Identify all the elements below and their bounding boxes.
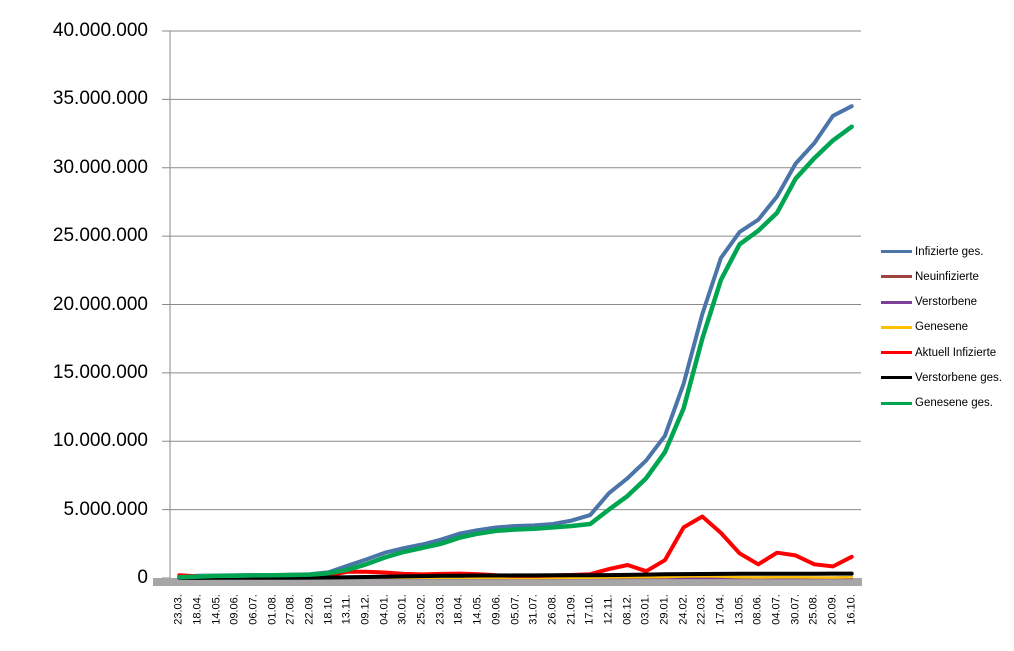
legend-line-swatch (881, 376, 912, 380)
y-axis-label: 5.000.000 (63, 498, 148, 520)
x-axis-label: 18.04. (191, 594, 204, 625)
y-axis-label: 15.000.000 (52, 361, 148, 383)
x-axis-label: 23.03. (434, 594, 447, 625)
legend-line-swatch (881, 401, 912, 405)
x-axis-label: 04.01. (378, 594, 391, 625)
legend-line-swatch (881, 325, 912, 329)
legend-item-label: Verstorbene ges. (915, 371, 1002, 384)
x-axis-label: 18.10. (322, 594, 335, 625)
x-axis-baseline-band (153, 578, 862, 586)
x-axis-label: 24.02. (677, 594, 690, 625)
x-axis-label: 06.07. (247, 594, 260, 625)
legend-item-4[interactable]: Aktuell Infizierte (881, 345, 1002, 360)
series-line-0[interactable] (177, 104, 854, 579)
series-line-5[interactable] (177, 571, 854, 580)
x-axis-label: 25.02. (415, 594, 428, 625)
y-axis-label: 0 (137, 567, 148, 588)
x-axis-label: 14.05. (471, 594, 484, 625)
x-axis-label: 09.12. (359, 594, 372, 625)
x-axis-label: 22.03. (695, 594, 708, 625)
x-axis-label: 17.10. (583, 594, 596, 625)
y-axis-label: 10.000.000 (52, 430, 148, 452)
legend-item-label: Genesene ges. (915, 397, 994, 410)
x-axis-label: 22.09. (303, 594, 316, 625)
legend-item-label: Genesene (915, 321, 969, 334)
legend-item-6[interactable]: Genesene ges. (881, 396, 1002, 411)
legend: Infizierte ges. Neuinfizierte Verstorbene G… (881, 244, 1002, 421)
legend-line-swatch (881, 250, 912, 253)
x-axis-label: 26.08. (546, 594, 559, 625)
legend-item-label: Verstorbene (915, 296, 978, 309)
legend-item-1[interactable]: Neuinfizierte (881, 269, 1002, 284)
x-axis-label: 23.03. (172, 594, 185, 625)
legend-line-swatch (881, 275, 912, 279)
x-axis-label: 09.06. (228, 594, 241, 625)
x-axis-label: 01.08. (266, 594, 279, 625)
x-axis-label: 18.04. (452, 594, 465, 625)
y-axis-label: 40.000.000 (52, 20, 148, 41)
x-axis-label: 13.11. (340, 594, 353, 625)
x-axis-label: 14.05. (210, 594, 223, 625)
x-axis-label: 05.07. (509, 594, 521, 625)
legend-line-swatch (881, 351, 912, 355)
x-axis-label: 13.05. (733, 594, 746, 625)
legend-item-3[interactable]: Genesene (881, 320, 1002, 335)
x-axis-label: 09.06. (490, 594, 503, 625)
x-axis-label: 17.04. (714, 594, 727, 625)
x-axis-label: 20.09. (826, 594, 839, 625)
legend-item-label: Infizierte ges. (915, 245, 984, 258)
legend-item-2[interactable]: Verstorbene (881, 295, 1002, 310)
y-axis-label: 30.000.000 (52, 156, 148, 178)
x-axis-label: 08.12. (621, 594, 634, 625)
legend-item-5[interactable]: Verstorbene ges. (881, 370, 1002, 385)
x-axis-label: 27.08. (284, 594, 297, 625)
x-axis-label: 03.01. (639, 594, 652, 625)
legend-line-swatch (881, 300, 912, 304)
x-axis-label: 25.08. (807, 594, 820, 625)
legend-item-label: Neuinfizierte (915, 270, 979, 283)
y-axis-label: 35.000.000 (52, 88, 148, 110)
x-axis-label: 30.07. (789, 594, 802, 625)
y-axis-label: 20.000.000 (52, 293, 148, 315)
x-axis-label: 16.10. (845, 594, 858, 625)
x-axis-label: 31.07. (527, 594, 540, 625)
x-axis-label: 08.06. (751, 594, 764, 625)
series-line-6[interactable] (177, 124, 854, 580)
x-axis-label: 04.07. (770, 594, 783, 625)
x-axis-label: 12.11. (602, 594, 615, 625)
x-axis-label: 21.09. (565, 594, 578, 625)
y-axis-label: 25.000.000 (52, 225, 148, 247)
x-axis-label: 29.01. (658, 594, 671, 625)
legend-item-0[interactable]: Infizierte ges. (881, 244, 1002, 259)
legend-item-label: Aktuell Infizierte (915, 346, 997, 359)
x-axis-label: 30.01. (396, 594, 409, 625)
